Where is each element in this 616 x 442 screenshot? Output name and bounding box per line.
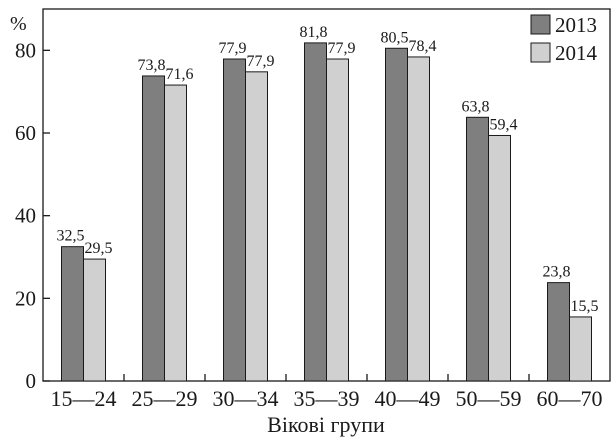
y-tick-label-60: 60 — [15, 121, 36, 145]
x-tick-label-60—70: 60—70 — [537, 386, 603, 411]
y-axis-ticks: 0 20 40 60 80 — [15, 38, 50, 393]
value-label-2013-35—39: 81,8 — [300, 24, 328, 41]
bar-2013-35—39 — [304, 42, 327, 382]
bar-2013-25—29 — [142, 75, 165, 382]
x-axis-label: Вікові групи — [267, 412, 385, 437]
x-tick-label-30—34: 30—34 — [213, 386, 279, 411]
x-tick-label-40—49: 40—49 — [375, 386, 441, 411]
bar-2014-35—39 — [326, 58, 349, 382]
y-tick-label-20: 20 — [15, 286, 36, 310]
x-tick-label-35—39: 35—39 — [294, 386, 360, 411]
value-label-2013-15—24: 32,5 — [57, 228, 85, 245]
value-label-2014-30—34: 77,9 — [247, 53, 275, 70]
legend: 2013 2014 — [530, 13, 598, 65]
bars — [61, 42, 592, 382]
x-tick-label-15—24: 15—24 — [51, 386, 117, 411]
value-label-2014-25—29: 71,6 — [166, 66, 194, 83]
bar-2014-40—49 — [407, 56, 430, 382]
value-label-2013-25—29: 73,8 — [138, 57, 166, 74]
value-label-2014-35—39: 77,9 — [328, 40, 356, 57]
y-tick-label-0: 0 — [26, 369, 37, 393]
legend-swatch-2013 — [530, 14, 551, 35]
value-labels: 32,529,573,871,677,977,981,877,980,578,4… — [57, 24, 599, 315]
bar-2014-50—59 — [488, 134, 511, 382]
bar-2014-60—70 — [569, 316, 592, 382]
y-tick-label-40: 40 — [15, 204, 36, 228]
x-axis-ticks: 15—24 25—29 30—34 35—39 40—49 50—59 60—70 — [51, 374, 603, 411]
bar-2013-15—24 — [61, 246, 84, 382]
bar-2014-25—29 — [164, 84, 187, 382]
legend-label-2013: 2013 — [555, 13, 597, 37]
x-tick-label-50—59: 50—59 — [456, 386, 522, 411]
bar-2014-15—24 — [83, 258, 106, 382]
bar-2013-60—70 — [547, 282, 570, 382]
x-tick-label-25—29: 25—29 — [132, 386, 198, 411]
value-label-2013-30—34: 77,9 — [219, 40, 247, 57]
bar-2013-30—34 — [223, 58, 246, 382]
value-label-2014-40—49: 78,4 — [409, 38, 437, 55]
bar-2013-50—59 — [466, 116, 489, 382]
bar-2013-40—49 — [385, 47, 408, 382]
bar-2014-30—34 — [245, 71, 268, 382]
value-label-2014-50—59: 59,4 — [490, 116, 518, 133]
y-axis-label: % — [10, 13, 27, 35]
value-label-2013-40—49: 80,5 — [381, 29, 409, 46]
legend-swatch-2014 — [530, 42, 551, 63]
value-label-2014-60—70: 15,5 — [571, 298, 599, 315]
value-label-2014-15—24: 29,5 — [85, 240, 113, 257]
y-tick-label-80: 80 — [15, 38, 36, 62]
value-label-2013-50—59: 63,8 — [462, 98, 490, 115]
value-label-2013-60—70: 23,8 — [543, 264, 571, 281]
legend-label-2014: 2014 — [555, 41, 598, 65]
